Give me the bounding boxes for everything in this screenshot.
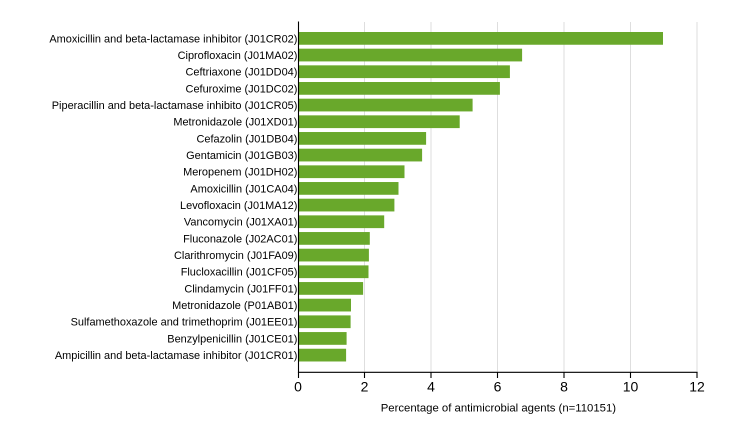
svg-text:Levofloxacin (J01MA12): Levofloxacin (J01MA12) bbox=[180, 200, 297, 212]
svg-text:Sulfamethoxazole and trimethop: Sulfamethoxazole and trimethoprim (J01EE… bbox=[71, 317, 298, 329]
svg-text:Meropenem (J01DH02): Meropenem (J01DH02) bbox=[183, 167, 297, 179]
svg-text:Ceftriaxone (J01DD04): Ceftriaxone (J01DD04) bbox=[186, 67, 298, 79]
svg-text:Ampicillin and beta-lactamase: Ampicillin and beta-lactamase inhibitor … bbox=[55, 350, 298, 362]
svg-text:Metronidazole (P01AB01): Metronidazole (P01AB01) bbox=[172, 300, 297, 312]
svg-text:Metronidazole (J01XD01): Metronidazole (J01XD01) bbox=[173, 117, 297, 129]
svg-text:Gentamicin (J01GB03): Gentamicin (J01GB03) bbox=[186, 150, 297, 162]
svg-text:Percentage of antimicrobial ag: Percentage of antimicrobial agents (n=11… bbox=[381, 402, 617, 414]
svg-text:Benzylpenicillin (J01CE01): Benzylpenicillin (J01CE01) bbox=[167, 333, 297, 345]
svg-text:Cefazolin (J01DB04): Cefazolin (J01DB04) bbox=[196, 133, 297, 145]
svg-text:Flucloxacillin (J01CF05): Flucloxacillin (J01CF05) bbox=[181, 267, 298, 279]
svg-text:Piperacillin and beta-lactamas: Piperacillin and beta-lactamase inhibito… bbox=[52, 100, 298, 112]
svg-text:Cefuroxime (J01DC02): Cefuroxime (J01DC02) bbox=[186, 83, 298, 95]
svg-text:Amoxicillin and beta-lactamase: Amoxicillin and beta-lactamase inhibitor… bbox=[49, 33, 297, 45]
svg-text:Clarithromycin (J01FA09): Clarithromycin (J01FA09) bbox=[174, 250, 297, 262]
svg-text:12: 12 bbox=[689, 379, 705, 395]
svg-text:8: 8 bbox=[560, 379, 568, 395]
svg-text:Clindamycin (J01FF01): Clindamycin (J01FF01) bbox=[184, 283, 297, 295]
svg-text:4: 4 bbox=[427, 379, 435, 395]
svg-text:Vancomycin (J01XA01): Vancomycin (J01XA01) bbox=[184, 217, 297, 229]
svg-text:6: 6 bbox=[494, 379, 502, 395]
svg-text:Ciprofloxacin (J01MA02): Ciprofloxacin (J01MA02) bbox=[178, 50, 298, 62]
svg-text:10: 10 bbox=[623, 379, 639, 395]
svg-text:2: 2 bbox=[361, 379, 369, 395]
svg-text:Fluconazole (J02AC01): Fluconazole (J02AC01) bbox=[183, 233, 297, 245]
svg-text:Amoxicillin (J01CA04): Amoxicillin (J01CA04) bbox=[190, 183, 297, 195]
svg-text:0: 0 bbox=[294, 379, 302, 395]
